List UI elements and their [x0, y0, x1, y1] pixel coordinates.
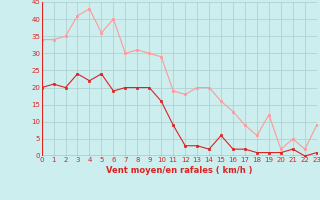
X-axis label: Vent moyen/en rafales ( km/h ): Vent moyen/en rafales ( km/h ): [106, 166, 252, 175]
